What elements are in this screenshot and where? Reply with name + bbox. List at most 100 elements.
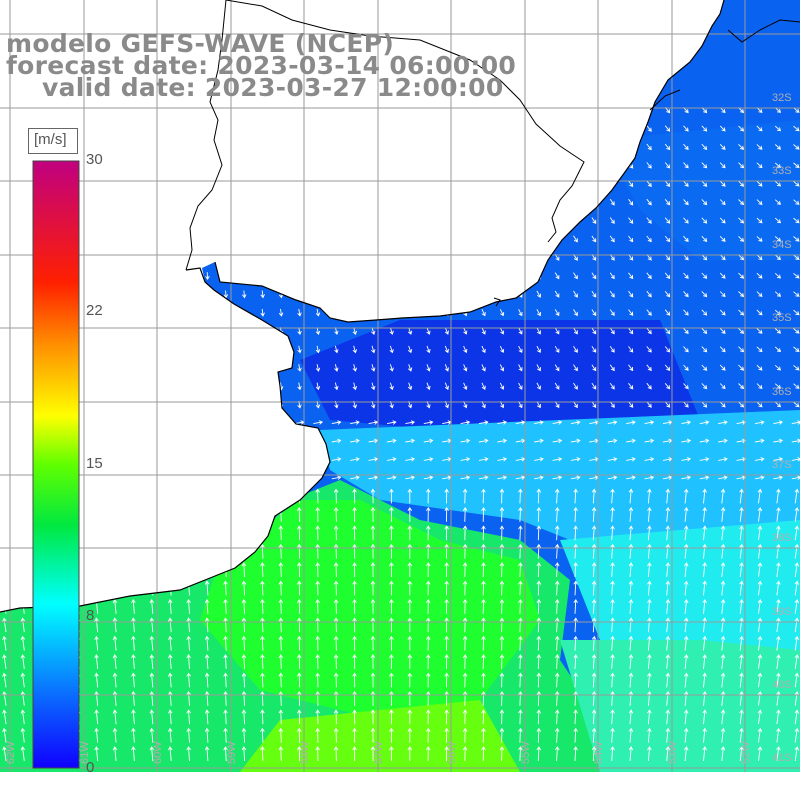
wind-arrow xyxy=(701,143,708,151)
wind-arrow xyxy=(665,525,671,541)
wind-arrow xyxy=(793,401,800,408)
wind-arrow xyxy=(518,327,523,335)
wind-arrow xyxy=(462,690,468,706)
wind-arrow xyxy=(683,672,689,688)
wind-arrow xyxy=(389,690,394,706)
wind-arrow xyxy=(573,580,578,596)
wind-arrow xyxy=(241,727,247,743)
wind-arrow xyxy=(149,617,155,633)
wind-arrow xyxy=(793,272,800,279)
wind-arrow xyxy=(241,672,247,688)
wind-arrow xyxy=(754,457,765,462)
wind-arrow xyxy=(591,617,597,633)
wind-arrow xyxy=(720,690,726,706)
wind-arrow xyxy=(701,401,708,408)
wind-arrow xyxy=(333,635,339,651)
wind-arrow xyxy=(702,506,707,522)
wind-arrow xyxy=(573,690,578,706)
wind-arrow xyxy=(610,598,615,614)
wind-arrow xyxy=(260,746,265,762)
wind-arrow xyxy=(278,617,284,633)
wind-arrow xyxy=(573,709,578,725)
wind-arrow xyxy=(647,709,652,725)
wind-arrow xyxy=(499,709,505,725)
wind-arrow xyxy=(718,420,728,425)
wind-arrow xyxy=(297,543,302,559)
wind-arrow xyxy=(481,364,486,372)
wind-arrow xyxy=(223,690,228,706)
wind-arrow xyxy=(791,457,800,462)
wind-arrow xyxy=(444,345,449,354)
wind-arrow xyxy=(168,709,173,725)
wind-arrow xyxy=(386,438,397,444)
wind-arrow xyxy=(333,488,339,504)
wind-arrow xyxy=(591,525,597,541)
wind-arrow xyxy=(794,617,800,633)
wind-arrow xyxy=(776,507,781,522)
wind-arrow xyxy=(794,507,800,522)
wind-arrow xyxy=(204,709,210,725)
wind-arrow xyxy=(683,235,689,243)
wind-arrow xyxy=(297,506,302,522)
wind-arrow xyxy=(186,598,191,614)
wind-arrow xyxy=(315,543,320,559)
wind-arrow xyxy=(701,291,708,298)
wind-arrow xyxy=(278,727,284,743)
wind-arrow xyxy=(644,438,655,444)
wind-arrow xyxy=(518,525,523,541)
wind-arrow xyxy=(518,727,523,743)
wind-arrow xyxy=(241,690,247,706)
wind-arrow xyxy=(665,690,671,706)
wind-arrow xyxy=(460,438,471,444)
wind-arrow xyxy=(719,217,726,224)
wind-arrow xyxy=(665,580,671,596)
wind-arrow xyxy=(370,580,376,596)
lat-label: 40S xyxy=(772,679,792,691)
wind-arrow xyxy=(297,617,302,633)
wind-arrow xyxy=(370,525,376,541)
wind-arrow xyxy=(738,180,745,187)
wind-arrow xyxy=(793,383,800,389)
wind-arrow xyxy=(407,562,413,577)
wind-arrow xyxy=(352,345,358,354)
wind-arrow xyxy=(738,401,745,408)
wind-arrow xyxy=(554,272,560,280)
wind-arrow xyxy=(701,180,708,187)
wind-arrow xyxy=(518,382,523,390)
wind-arrow xyxy=(407,598,413,614)
wind-arrow xyxy=(407,617,413,633)
wind-arrow xyxy=(554,543,560,559)
wind-arrow xyxy=(260,580,265,596)
wind-arrow xyxy=(720,562,726,578)
wind-arrow xyxy=(647,562,652,578)
wind-arrow xyxy=(738,235,745,242)
wind-arrow xyxy=(610,635,615,651)
wind-arrow xyxy=(793,346,800,353)
wind-arrow xyxy=(774,125,782,132)
wind-arrow xyxy=(20,727,26,743)
wind-arrow xyxy=(315,327,321,336)
wind-arrow xyxy=(720,506,726,522)
wind-arrow xyxy=(481,709,486,725)
wind-arrow xyxy=(518,690,523,706)
wind-arrow xyxy=(333,580,339,596)
wind-arrow xyxy=(573,327,578,335)
wind-arrow xyxy=(683,383,689,390)
wind-arrow xyxy=(609,198,615,206)
wind-arrow xyxy=(389,727,394,743)
wind-arrow xyxy=(739,598,744,614)
wind-arrow xyxy=(628,562,634,578)
wind-arrow xyxy=(683,654,689,670)
wind-arrow xyxy=(757,672,763,688)
wind-arrow xyxy=(720,672,726,688)
wind-arrow xyxy=(646,198,652,206)
wind-arrow xyxy=(444,690,449,706)
wind-arrow xyxy=(554,727,560,743)
wind-arrow xyxy=(481,382,486,390)
wind-arrow xyxy=(168,654,173,670)
wind-arrow xyxy=(186,635,191,651)
wind-arrow xyxy=(701,309,708,316)
wind-arrow xyxy=(739,580,744,596)
